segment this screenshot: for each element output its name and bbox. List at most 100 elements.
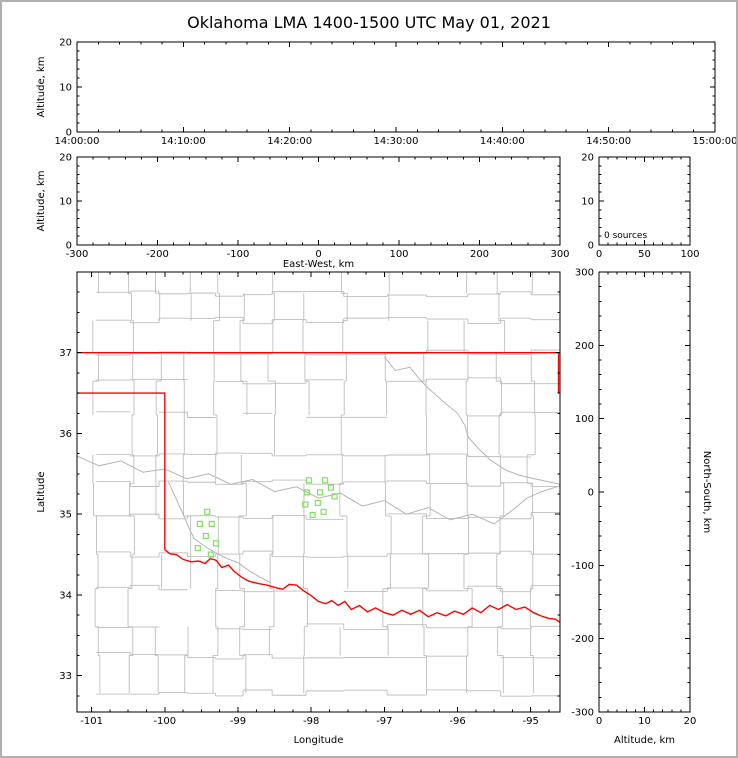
y-tick-label: 20	[581, 153, 594, 164]
y-axis-label: Latitude	[36, 471, 47, 512]
x-tick-label: 100	[389, 249, 408, 260]
plan-view-map-panel-axes	[76, 271, 561, 713]
x-tick-label: 14:00:00	[55, 136, 100, 147]
y-tick-label: 0	[588, 488, 594, 499]
plan-view-map-panel-labels: -101 -100 -99 -98 -97 -96 -95 33 34 35 36 37 Longitu…	[36, 348, 539, 746]
plot-title: Oklahoma LMA 1400-1500 UTC May 01, 2021	[187, 13, 551, 32]
lma-station-marker	[202, 532, 209, 540]
map-layers	[77, 272, 560, 697]
x-tick-label: 14:50:00	[586, 136, 631, 147]
river-line	[77, 455, 560, 525]
y-tick-label: 20	[59, 38, 72, 49]
x-axis-label: East-West, km	[283, 259, 354, 270]
state-border-segment	[164, 549, 560, 623]
lma-station-marker	[207, 551, 214, 558]
ew-height-panel-plot-area[interactable]	[77, 157, 560, 245]
y-tick-label: 10	[59, 83, 72, 94]
y-tick-label: 33	[59, 671, 72, 682]
y-tick-label: -100	[571, 561, 594, 572]
ns-height-panel-plot-area[interactable]	[599, 272, 690, 712]
x-tick-label: 200	[470, 249, 489, 260]
ew-height-panel-axes	[76, 156, 561, 246]
x-tick-label: 14:10:00	[161, 136, 206, 147]
x-tick-label: 0	[596, 716, 602, 727]
y-tick-label: 200	[575, 341, 594, 352]
y-tick-label: 10	[59, 197, 72, 208]
sources-count-label: 0 sources	[604, 231, 647, 241]
time-height-panel-labels: 14:00:00 14:10:00 14:20:00 14:30:00 14:40:00…	[36, 38, 736, 148]
y-tick-label: 0	[66, 241, 72, 252]
ew-height-panel-labels: -300 -200 -100 0 100 200 300 0 10 20 East-West, km…	[36, 153, 570, 271]
lma-station-marker	[204, 508, 211, 515]
lma-station-marker	[314, 499, 321, 506]
x-tick-label: -100	[227, 249, 250, 260]
lma-stations	[194, 477, 338, 558]
x-tick-label: -300	[66, 249, 89, 260]
x-axis-label: Altitude, km	[614, 735, 675, 746]
ns-height-panel-axes	[598, 271, 691, 713]
lma-station-marker	[194, 544, 201, 552]
alt-stats-panel-axes	[598, 156, 691, 246]
lma-station-marker	[309, 511, 316, 519]
time-height-panel: 14:00:00 14:10:00 14:20:00 14:30:00 14:40:00…	[36, 38, 736, 148]
x-tick-label: 300	[550, 249, 569, 260]
time-height-panel-axes	[76, 41, 716, 133]
x-tick-label: -95	[523, 716, 539, 727]
x-axis-label: Longitude	[294, 735, 344, 746]
ns-height-panel-labels: 0 10 20 -300 -200 -100 0 100 200 300 Altitude, km N…	[571, 268, 712, 747]
x-tick-label: 20	[684, 716, 697, 727]
lma-station-marker	[316, 489, 324, 496]
y-tick-label: 35	[59, 510, 72, 521]
plan-view-map-panel: -101 -100 -99 -98 -97 -96 -95 33 34 35 36 37 Longitu…	[36, 271, 561, 746]
y-tick-label: 0	[588, 241, 594, 252]
lma-station-marker	[305, 477, 313, 484]
y-tick-label: -300	[571, 708, 594, 719]
x-tick-label: -100	[153, 716, 176, 727]
x-tick-label: -101	[80, 716, 103, 727]
y-axis-label: Altitude, km	[36, 57, 47, 118]
lma-station-marker	[327, 484, 334, 491]
x-tick-label: 50	[638, 249, 651, 260]
river-line	[168, 481, 272, 584]
time-height-panel-plot-area[interactable]	[77, 42, 715, 132]
x-tick-label: -200	[146, 249, 169, 260]
lma-station-marker	[302, 501, 309, 508]
x-tick-label: -98	[303, 716, 319, 727]
lma-station-marker	[208, 520, 215, 528]
x-tick-label: 100	[680, 249, 699, 260]
y-tick-label: 37	[59, 348, 72, 359]
x-tick-label: 10	[638, 716, 651, 727]
ns-height-panel: 0 10 20 -300 -200 -100 0 100 200 300 Altitude, km N…	[571, 268, 712, 747]
y-axis-label: Altitude, km	[36, 171, 47, 232]
x-tick-label: -96	[449, 716, 465, 727]
y-tick-label: 34	[59, 590, 72, 601]
y-tick-label: 0	[66, 128, 72, 139]
alt-stats-panel-plot-area[interactable]	[599, 157, 690, 245]
state-border-segment	[77, 392, 166, 550]
y-tick-label: 36	[59, 429, 72, 440]
y-axis-label-right: North-South, km	[701, 451, 712, 534]
y-tick-label: 100	[575, 414, 594, 425]
ew-height-panel: -300 -200 -100 0 100 200 300 0 10 20 East-West, km…	[36, 153, 570, 271]
x-tick-label: 0	[596, 249, 602, 260]
plan-view-map-panel-plot-area[interactable]	[77, 272, 560, 712]
x-tick-label: 15:00:00	[693, 136, 736, 147]
x-tick-label: -97	[376, 716, 392, 727]
y-tick-label: -200	[571, 634, 594, 645]
rivers	[77, 356, 560, 584]
alt-stats-panel-labels: 0 50 100 0 10 20 0 sources	[581, 153, 699, 261]
y-tick-label: 20	[59, 153, 72, 164]
lma-station-marker	[322, 477, 329, 484]
river-line	[384, 356, 560, 485]
lma-station-marker	[331, 493, 338, 500]
lma-station-marker	[212, 540, 220, 547]
lma-station-marker	[303, 489, 310, 496]
y-tick-label: 300	[575, 268, 594, 279]
x-tick-label: 0	[315, 249, 321, 260]
lma-station-marker	[320, 508, 327, 515]
x-tick-label: 14:20:00	[267, 136, 312, 147]
county-boundaries	[92, 272, 560, 697]
y-tick-label: 10	[581, 197, 594, 208]
